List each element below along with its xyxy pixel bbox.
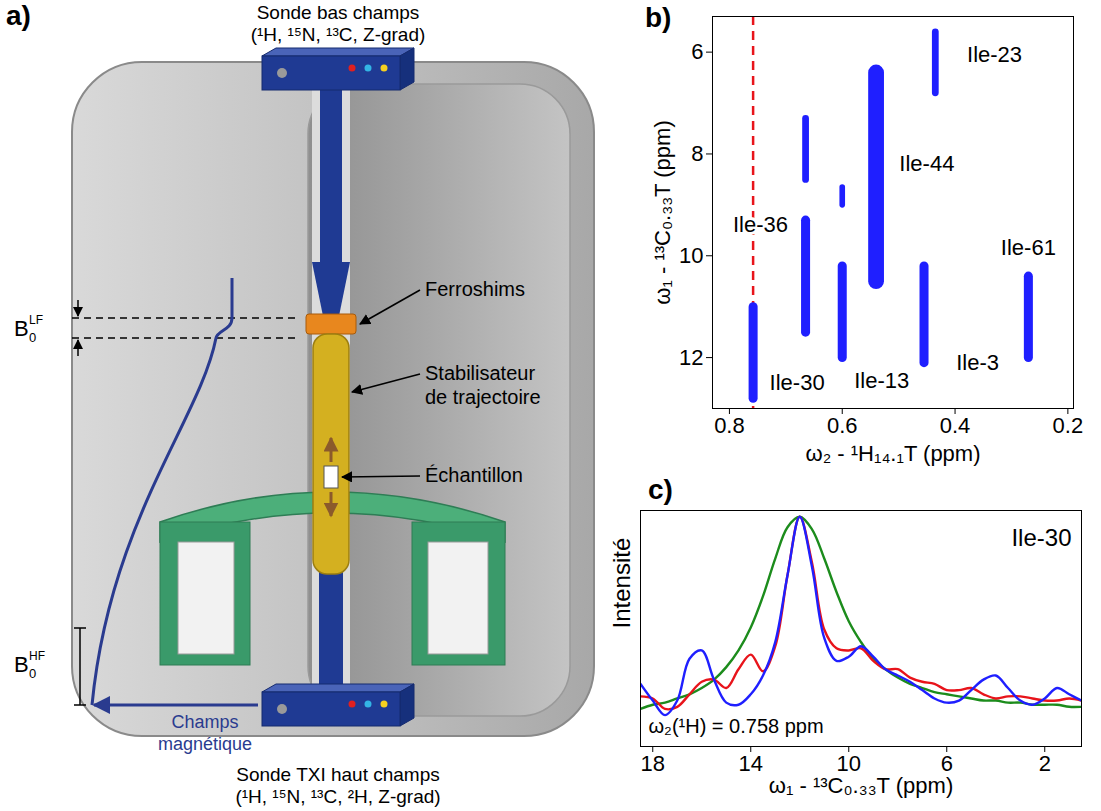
svg-text:magnétique: magnétique xyxy=(158,734,252,754)
svg-text:14: 14 xyxy=(739,751,763,776)
svg-text:LF: LF xyxy=(29,313,43,327)
svg-text:10: 10 xyxy=(836,751,861,777)
svg-text:(¹H, ¹⁵N, ¹³C, Z-grad): (¹H, ¹⁵N, ¹³C, Z-grad) xyxy=(251,24,426,45)
svg-text:Ile-3: Ile-3 xyxy=(956,350,999,375)
svg-text:Ile-44: Ile-44 xyxy=(899,151,954,176)
svg-text:0.2: 0.2 xyxy=(1053,413,1084,438)
svg-text:(¹H, ¹⁵N, ¹³C, ²H, Z-grad): (¹H, ¹⁵N, ¹³C, ²H, Z-grad) xyxy=(235,786,440,807)
svg-text:ω₂ - ¹H₁₄.₁T (ppm): ω₂ - ¹H₁₄.₁T (ppm) xyxy=(805,441,980,466)
svg-text:B: B xyxy=(14,316,29,341)
svg-text:8: 8 xyxy=(691,141,703,166)
svg-text:Ile-30: Ile-30 xyxy=(770,370,825,395)
svg-text:Ile-61: Ile-61 xyxy=(1001,235,1056,260)
svg-text:0.8: 0.8 xyxy=(714,413,745,438)
svg-text:Ferroshims: Ferroshims xyxy=(425,278,525,300)
svg-text:6: 6 xyxy=(691,39,703,64)
svg-text:0: 0 xyxy=(29,666,36,681)
html-text:b): b) xyxy=(645,2,672,33)
svg-text:18: 18 xyxy=(641,751,665,776)
svg-text:0.4: 0.4 xyxy=(940,413,971,438)
svg-text:0: 0 xyxy=(29,330,36,345)
svg-text:Ile-36: Ile-36 xyxy=(733,212,788,237)
svg-text:ω₂(¹H) = 0.758 ppm: ω₂(¹H) = 0.758 ppm xyxy=(649,715,824,737)
svg-text:de trajectoire: de trajectoire xyxy=(425,386,541,408)
html-text:a): a) xyxy=(6,0,31,31)
svg-text:Sonde TXI haut champs: Sonde TXI haut champs xyxy=(236,764,440,785)
svg-text:Ile-30: Ile-30 xyxy=(1011,524,1071,551)
svg-text:6: 6 xyxy=(940,751,953,777)
svg-text:0.6: 0.6 xyxy=(827,413,858,438)
svg-text:Ile-23: Ile-23 xyxy=(967,42,1022,67)
svg-text:HF: HF xyxy=(29,649,45,663)
svg-text:Sonde bas champs: Sonde bas champs xyxy=(257,2,420,23)
svg-text:Stabilisateur: Stabilisateur xyxy=(425,362,535,384)
svg-text:ω₁ - ¹³C₀.₃₃T (ppm): ω₁ - ¹³C₀.₃₃T (ppm) xyxy=(769,773,953,798)
svg-text:Échantillon: Échantillon xyxy=(425,464,523,486)
svg-text:Ile-13: Ile-13 xyxy=(854,368,909,393)
svg-text:ω₁ - ¹³C₀.₃₃T (ppm): ω₁ - ¹³C₀.₃₃T (ppm) xyxy=(650,120,675,304)
svg-text:B: B xyxy=(14,652,29,677)
svg-text:Champs: Champs xyxy=(171,712,238,732)
svg-text:2: 2 xyxy=(1039,751,1051,776)
svg-text:12: 12 xyxy=(679,345,703,370)
html-text:c): c) xyxy=(648,474,673,505)
svg-text:Intensité: Intensité xyxy=(608,538,635,629)
svg-text:10: 10 xyxy=(679,243,703,268)
